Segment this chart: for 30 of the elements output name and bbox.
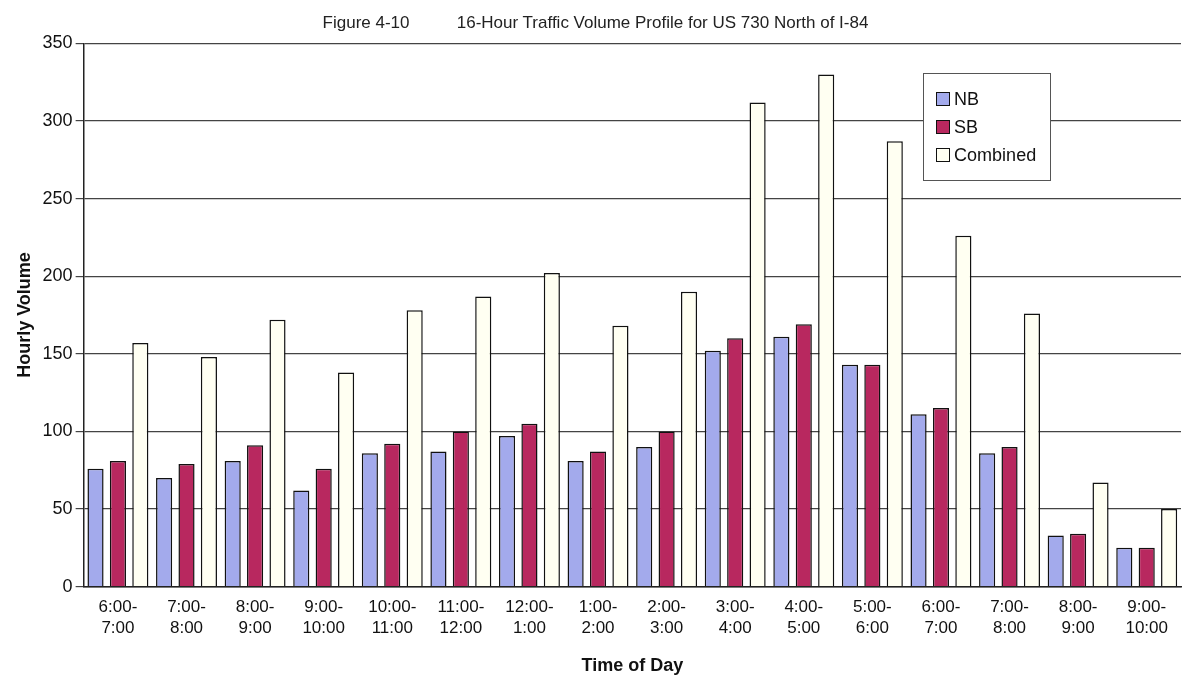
y-tick-label: 100 [42,420,73,441]
y-tick-label: 350 [42,32,73,53]
y-tick-label: 300 [42,109,73,130]
x-tick-label: 11:00-12:00 [437,597,485,637]
x-tick-label: 12:00-1:00 [505,597,554,637]
x-tick-label: 3:00-4:00 [715,597,755,637]
y-axis-title: Hourly Volume [13,252,34,378]
y-tick-label: 50 [52,497,73,518]
y-tick-label: 0 [62,575,73,596]
x-tick-label: 9:00-10:00 [1125,597,1168,637]
x-tick-label: 8:00-9:00 [235,597,275,637]
x-tick-label: 1:00-2:00 [578,597,618,637]
x-axis-title: Time of Day [581,655,684,676]
y-tick-label: 200 [42,265,73,286]
y-tick-label: 150 [42,342,73,363]
x-tick-label: 5:00-6:00 [852,597,892,637]
x-tick-label: 9:00-10:00 [302,597,345,637]
x-tick-label: 7:00-8:00 [167,597,206,637]
x-tick-label: 8:00-9:00 [1058,597,1098,637]
text: Combined [954,144,1037,167]
x-tick-label: 7:00-8:00 [990,597,1029,637]
legend-label: SB [954,116,979,139]
legend-label: NB [954,88,980,111]
chart-title: Figure 4-10 16-Hour Traffic Volume Profile for US 730 North of I-84 [322,12,869,32]
x-tick-label: 4:00-5:00 [784,597,824,637]
x-tick-label: 10:00-11:00 [368,597,417,637]
x-tick-label: 2:00-3:00 [647,597,686,637]
x-tick-label: 6:00-7:00 [98,597,138,637]
x-tick-label: 6:00-7:00 [921,597,961,637]
y-tick-label: 250 [42,187,73,208]
